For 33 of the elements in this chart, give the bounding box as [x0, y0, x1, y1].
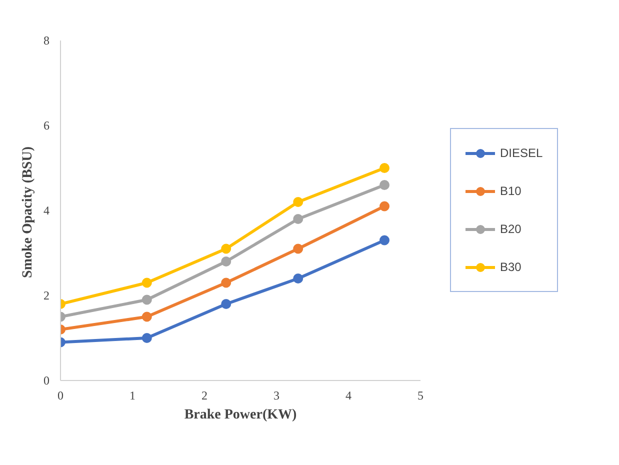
point — [293, 197, 304, 207]
point — [380, 201, 390, 212]
y-tick-label: 4 — [44, 204, 50, 218]
point — [293, 214, 304, 224]
point — [142, 333, 152, 343]
y-tick-label: 2 — [44, 288, 50, 302]
y-tick-label: 0 — [44, 374, 50, 388]
point — [142, 312, 152, 322]
x-tick-label: 2 — [202, 388, 208, 402]
point — [221, 299, 232, 309]
point — [293, 274, 304, 284]
y-tick-label: 8 — [44, 34, 50, 48]
x-tick-label: 1 — [130, 388, 136, 402]
x-axis-title: Brake Power(KW) — [184, 408, 298, 422]
point — [380, 163, 390, 173]
legend-label: B20 — [500, 222, 522, 236]
point — [221, 244, 232, 254]
y-axis-title: Smoke Opacity (BSU) — [20, 146, 36, 278]
x-tick-label: 0 — [58, 388, 64, 402]
x-tick-label: 4 — [346, 388, 352, 402]
point — [221, 278, 232, 288]
point — [221, 256, 232, 266]
x-tick-label: 5 — [418, 388, 424, 402]
point — [142, 294, 152, 305]
legend-label: DIESEL — [500, 146, 543, 160]
point — [380, 235, 390, 246]
point — [380, 180, 390, 190]
x-tick-label: 3 — [274, 388, 280, 402]
legend-label: B10 — [500, 184, 522, 198]
point — [142, 278, 152, 288]
point — [293, 244, 304, 254]
legend-label: B30 — [500, 260, 522, 274]
y-tick-label: 6 — [44, 118, 50, 132]
